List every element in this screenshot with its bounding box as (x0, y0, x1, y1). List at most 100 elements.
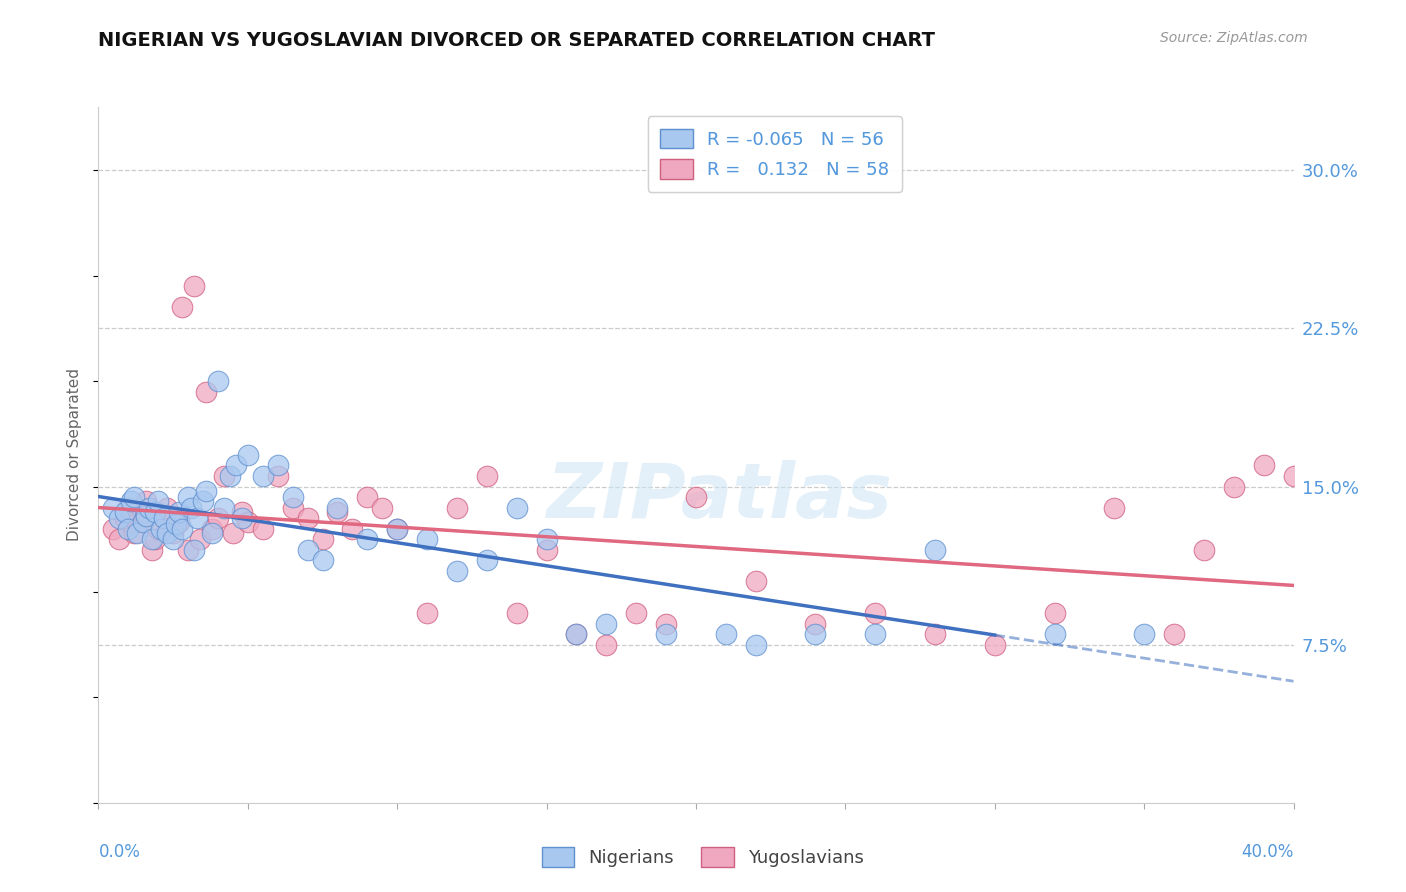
Point (195, 384, 218, 399)
Point (153, 511, 176, 525)
Point (475, 553, 498, 567)
Point (267, 458, 290, 473)
Text: NIGERIAN VS YUGOSLAVIAN DIVORCED OR SEPARATED CORRELATION CHART: NIGERIAN VS YUGOSLAVIAN DIVORCED OR SEPA… (98, 31, 935, 50)
Point (475, 469, 498, 483)
Point (183, 279, 205, 293)
Point (267, 469, 290, 483)
Point (924, 627, 946, 641)
Point (714, 627, 737, 641)
Point (172, 522, 194, 536)
Point (231, 511, 253, 525)
Point (1163, 627, 1185, 641)
Point (201, 525, 224, 540)
Text: ZIPatlas: ZIPatlas (547, 459, 893, 533)
Point (156, 525, 179, 540)
Point (114, 511, 136, 525)
Point (281, 490, 304, 504)
Point (252, 522, 274, 536)
Point (177, 542, 200, 557)
Point (297, 542, 319, 557)
Point (506, 500, 529, 515)
Point (132, 516, 155, 530)
Point (865, 606, 887, 620)
Point (167, 516, 190, 530)
Point (446, 564, 468, 578)
Point (186, 511, 208, 525)
Point (212, 500, 235, 515)
Text: 0.0%: 0.0% (98, 843, 141, 861)
Point (1223, 479, 1246, 493)
Point (595, 638, 617, 652)
Point (177, 490, 200, 504)
Point (222, 525, 245, 540)
Point (124, 525, 146, 540)
Point (135, 494, 157, 508)
Point (153, 511, 176, 525)
Point (745, 638, 768, 652)
Point (1253, 458, 1275, 473)
Point (231, 505, 253, 519)
Point (655, 616, 678, 631)
Point (207, 374, 229, 388)
Point (183, 542, 205, 557)
Point (103, 500, 125, 515)
Point (865, 627, 887, 641)
Point (127, 525, 149, 540)
Text: 40.0%: 40.0% (1241, 843, 1294, 861)
Point (143, 505, 166, 519)
Y-axis label: Divorced or Separated: Divorced or Separated (67, 368, 83, 541)
Point (565, 627, 588, 641)
Legend: Nigerians, Yugoslavians: Nigerians, Yugoslavians (534, 839, 872, 874)
Point (156, 500, 179, 515)
Point (162, 533, 184, 547)
Point (148, 494, 170, 508)
Point (984, 638, 1007, 652)
Text: Source: ZipAtlas.com: Source: ZipAtlas.com (1160, 31, 1308, 45)
Point (108, 533, 131, 547)
Point (172, 301, 194, 315)
Point (385, 522, 409, 536)
Point (326, 505, 349, 519)
Point (236, 516, 259, 530)
Point (180, 500, 202, 515)
Point (141, 542, 163, 557)
Point (207, 511, 229, 525)
Point (252, 469, 274, 483)
Point (195, 483, 218, 498)
Point (188, 533, 211, 547)
Point (595, 616, 617, 631)
Point (135, 509, 157, 524)
Point (165, 517, 187, 532)
Point (297, 511, 319, 525)
Point (804, 627, 827, 641)
Point (143, 533, 166, 547)
Point (745, 574, 768, 589)
Point (1282, 469, 1305, 483)
Point (416, 606, 439, 620)
Point (446, 500, 468, 515)
Point (167, 505, 190, 519)
Point (326, 500, 349, 515)
Point (311, 553, 333, 567)
Point (342, 522, 364, 536)
Point (281, 500, 304, 515)
Point (103, 522, 125, 536)
Point (311, 533, 333, 547)
Point (536, 542, 558, 557)
Point (225, 458, 247, 473)
Point (141, 533, 163, 547)
Point (1043, 606, 1066, 620)
Point (565, 627, 588, 641)
Point (117, 500, 139, 515)
Point (114, 505, 136, 519)
Point (219, 469, 242, 483)
Point (150, 522, 173, 536)
Point (385, 522, 409, 536)
Point (506, 606, 529, 620)
Point (1104, 500, 1126, 515)
Point (924, 542, 946, 557)
Point (236, 448, 259, 462)
Point (685, 490, 707, 504)
Point (1192, 542, 1215, 557)
Point (127, 516, 149, 530)
